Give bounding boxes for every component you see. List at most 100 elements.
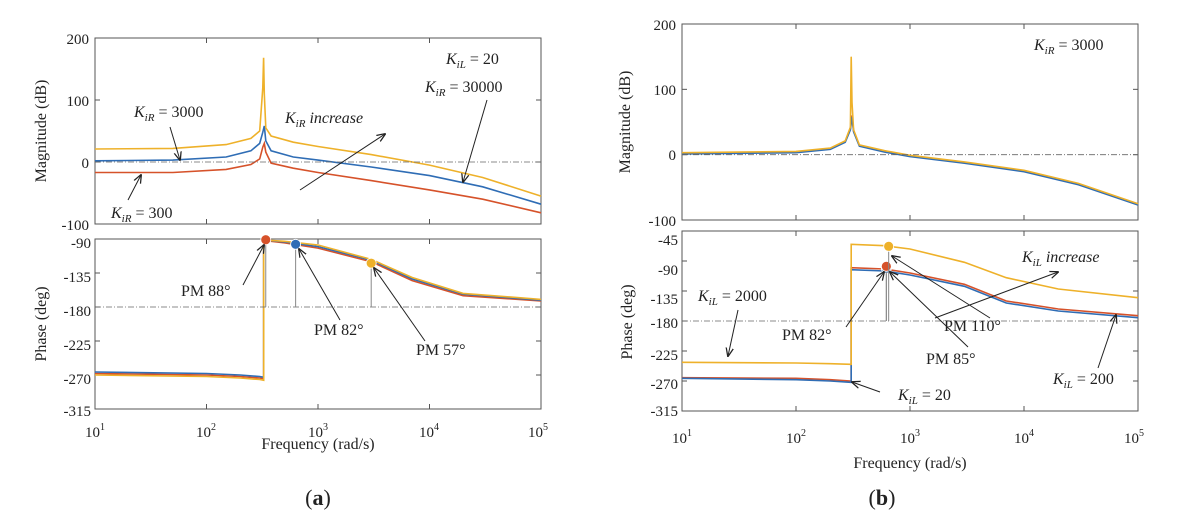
series-group <box>94 57 542 214</box>
annotation-kil-2000: KiL = 2000 <box>697 288 767 308</box>
y-tick-label: -90 <box>658 263 678 279</box>
k-symbol: K <box>284 110 297 127</box>
tick-marks <box>94 238 542 410</box>
annotation-text: = 3000 <box>1054 37 1103 54</box>
series-line-orange <box>94 239 542 382</box>
plot-frame <box>94 37 542 225</box>
annotation-text: = 2000 <box>718 288 767 305</box>
annotation-text: = 20 <box>918 387 951 404</box>
panel-letter: a <box>313 485 324 510</box>
tick-exponent: 4 <box>1029 428 1034 439</box>
k-subscript: iR <box>122 213 132 225</box>
pm-marker-orange <box>365 257 377 269</box>
k-subscript: iL <box>909 395 918 407</box>
tick-base: 10 <box>528 425 543 441</box>
tick-base: 10 <box>419 425 434 441</box>
x-tick-label: 101 <box>85 422 105 441</box>
series-group <box>681 243 1139 384</box>
annotation-kir-300: KiR = 300 <box>110 205 172 225</box>
panel-label-a: (a) <box>305 485 331 510</box>
x-tick-label: 105 <box>528 422 548 441</box>
tick-base: 10 <box>1014 431 1029 447</box>
panel-letter: b <box>876 485 888 510</box>
tick-base: 10 <box>786 431 801 447</box>
tick-base: 10 <box>308 425 323 441</box>
pm-label: PM 110° <box>944 318 1001 335</box>
y-tick-label: -225 <box>64 338 92 354</box>
k-subscript: iL <box>1033 257 1042 269</box>
series-line-orange <box>681 56 1139 205</box>
tick-exponent: 1 <box>687 428 692 439</box>
series-group <box>94 239 542 382</box>
y-tick-label: -180 <box>651 316 679 332</box>
annotation-text: = 300 <box>131 205 172 222</box>
annotation-arrow <box>242 245 264 286</box>
k-subscript: iR <box>1045 45 1055 57</box>
k-subscript: iR <box>296 118 306 130</box>
paren-open: ( <box>305 485 312 510</box>
x-tick-label: 104 <box>1014 428 1034 447</box>
pm-marker-orange <box>883 240 895 252</box>
y-tick-labels: -90 -135 -180 -225 -270 -315 <box>64 236 92 420</box>
series-line-red <box>681 266 1139 382</box>
plot-frame <box>94 238 542 410</box>
x-tick-label: 105 <box>1124 428 1144 447</box>
k-symbol: K <box>445 51 458 68</box>
annotation-kir-increase: KiR increase <box>284 110 363 130</box>
annotation-arrow <box>728 309 739 356</box>
tick-marks <box>681 230 1139 412</box>
y-axis-title: Magnitude (dB) <box>33 80 50 183</box>
series-line-orange <box>94 57 542 197</box>
paren-open: ( <box>869 485 876 510</box>
y-tick-label: -100 <box>62 218 90 234</box>
annotation-arrow <box>127 175 141 201</box>
y-tick-label: -270 <box>64 372 92 388</box>
annotation-arrow <box>845 272 884 328</box>
x-tick-labels: 101 102 103 104 105 <box>85 422 548 441</box>
series-line-blue <box>94 125 542 205</box>
k-subscript: iR <box>436 87 446 99</box>
y-tick-label: -315 <box>64 404 92 420</box>
plot-b-phase: -45 -90 -135 -180 -225 -270 -315 101 102… <box>619 230 1144 472</box>
k-symbol: K <box>1033 37 1046 54</box>
y-tick-label: 0 <box>669 148 677 164</box>
y-tick-label: 0 <box>82 156 90 172</box>
x-tick-label: 102 <box>786 428 806 447</box>
annotation-text: = 20 <box>466 51 499 68</box>
y-tick-label: -100 <box>649 214 677 230</box>
tick-exponent: 4 <box>434 422 439 433</box>
x-axis-title: Frequency (rad/s) <box>853 455 966 472</box>
annotation-kil-increase: KiL increase <box>1021 249 1099 269</box>
plot-a-phase: -90 -135 -180 -225 -270 -315 101 102 103… <box>33 234 548 453</box>
tick-base: 10 <box>1124 431 1139 447</box>
y-tick-label: -45 <box>658 233 678 249</box>
tick-base: 10 <box>196 425 211 441</box>
x-tick-label: 101 <box>672 428 692 447</box>
k-symbol: K <box>697 288 710 305</box>
y-tick-label: 100 <box>654 83 677 99</box>
x-tick-label: 103 <box>900 428 920 447</box>
series-line-blue <box>681 268 1139 384</box>
tick-exponent: 5 <box>543 422 548 433</box>
y-tick-label: -315 <box>651 404 679 420</box>
pm-marker-red <box>880 260 892 272</box>
y-tick-labels: 200 100 0 -100 <box>62 32 90 234</box>
x-tick-label: 103 <box>308 422 328 441</box>
y-tick-label: -135 <box>64 270 92 286</box>
k-symbol: K <box>897 387 910 404</box>
annotation-arrow <box>934 272 1058 319</box>
annotation-text: = 200 <box>1073 371 1114 388</box>
y-tick-label: 100 <box>67 94 90 110</box>
pm-label: PM 85° <box>926 351 976 368</box>
tick-base: 10 <box>85 425 100 441</box>
tick-base: 10 <box>900 431 915 447</box>
plot-b-magnitude: 200 100 0 -100 Magnitude (dB) KiR = 3000 <box>617 18 1139 230</box>
tick-exponent: 1 <box>100 422 105 433</box>
k-subscript: iL <box>709 296 718 308</box>
k-symbol: K <box>133 104 146 121</box>
y-tick-labels: -45 -90 -135 -180 -225 -270 -315 <box>651 233 679 420</box>
x-tick-label: 102 <box>196 422 216 441</box>
annotation-text: = 30000 <box>445 79 502 96</box>
k-subscript: iL <box>457 59 466 71</box>
k-symbol: K <box>110 205 123 222</box>
